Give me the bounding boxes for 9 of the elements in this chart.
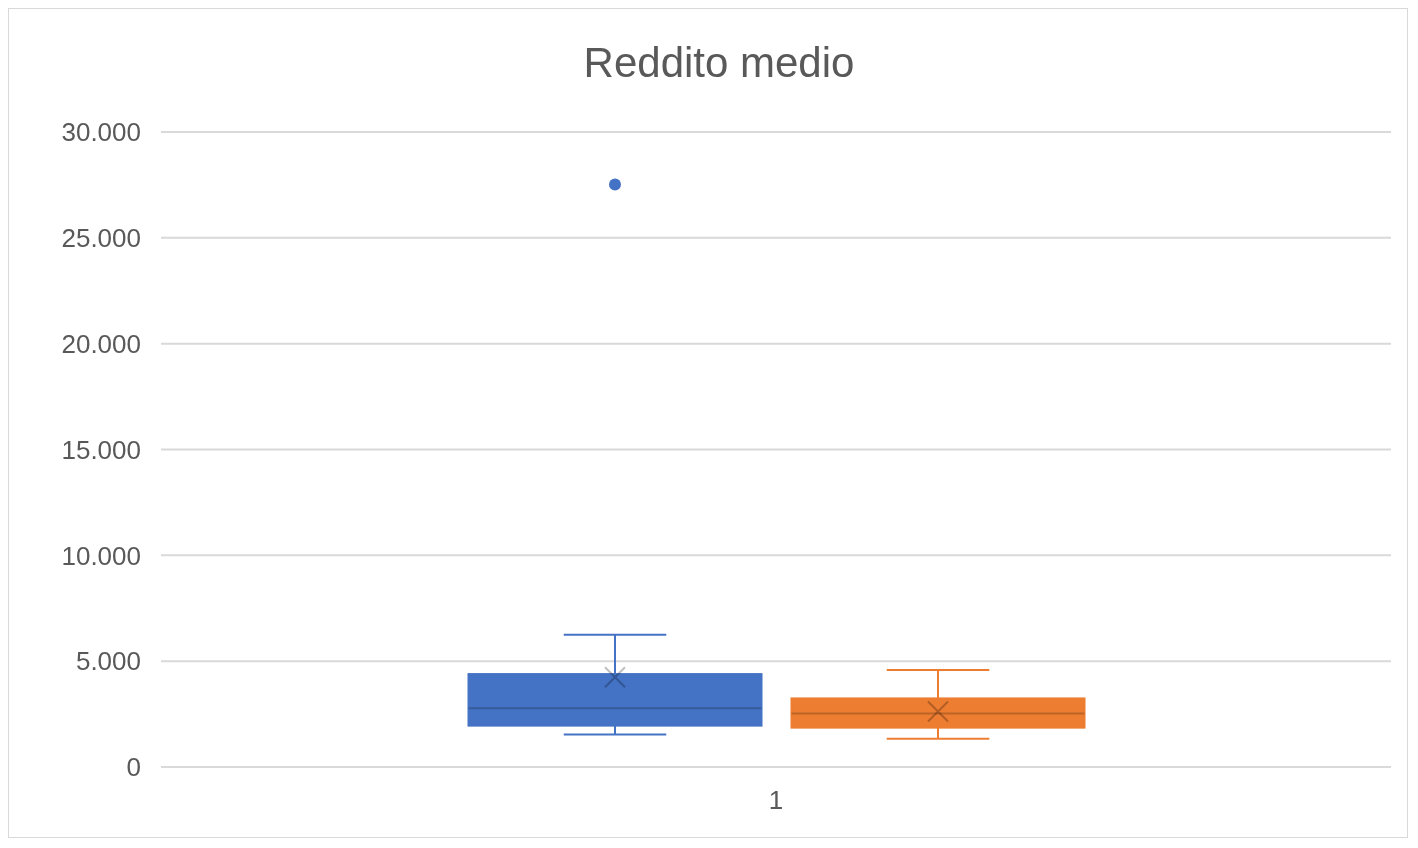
chart-title: Reddito medio [582, 39, 856, 87]
y-tick-label: 25.000 [61, 223, 141, 254]
x-tick-label: 1 [768, 785, 784, 816]
y-tick-label: 0 [126, 752, 141, 783]
y-tick-label: 15.000 [61, 434, 141, 465]
y-tick-label: 5.000 [75, 646, 141, 677]
y-tick-label: 20.000 [61, 328, 141, 359]
y-tick-label: 10.000 [61, 540, 141, 571]
y-tick-label: 30.000 [61, 117, 141, 148]
